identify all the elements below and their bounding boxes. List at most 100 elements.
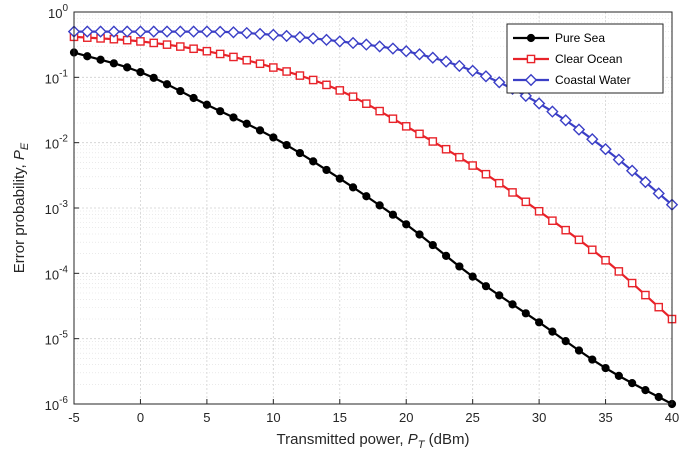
data-point-pure-sea — [601, 363, 610, 373]
data-point-pure-sea — [535, 318, 544, 327]
data-point-coastal-water — [174, 25, 187, 38]
data-point-coastal-water — [559, 114, 572, 127]
y-tick-base: 10 — [45, 137, 59, 152]
data-point-coastal-water — [479, 70, 493, 83]
data-point-coastal-water — [453, 59, 466, 73]
data-point-pure-sea — [628, 379, 637, 388]
data-point-clear-ocean — [189, 44, 198, 54]
data-point-pure-sea — [415, 230, 424, 239]
y-tick-exponent: -6 — [59, 395, 68, 406]
data-point-coastal-water — [267, 28, 280, 42]
data-point-clear-ocean — [521, 197, 531, 207]
x-tick-label: 5 — [203, 410, 210, 425]
data-point-pure-sea — [495, 291, 504, 300]
y-tick-base: 10 — [45, 202, 59, 217]
y-tick-base: 10 — [48, 6, 62, 21]
data-point-clear-ocean — [561, 225, 570, 235]
y-tick-label: 10-1 — [45, 68, 69, 86]
data-point-pure-sea — [255, 126, 265, 135]
series-line-pure-sea — [73, 51, 673, 405]
data-point-pure-sea — [282, 140, 291, 150]
x-tick-label: 0 — [137, 410, 144, 425]
y-tick-base: 10 — [45, 398, 59, 413]
data-point-clear-ocean — [388, 114, 398, 124]
data-point-coastal-water — [625, 164, 639, 177]
data-point-clear-ocean — [415, 129, 424, 139]
data-point-pure-sea — [455, 262, 464, 271]
data-point-clear-ocean — [348, 92, 358, 101]
x-axis-label-subscript: T — [418, 439, 426, 451]
data-point-clear-ocean — [295, 71, 305, 80]
data-point-coastal-water — [386, 42, 400, 55]
data-point-pure-sea — [388, 210, 398, 219]
data-point-clear-ocean — [455, 152, 464, 162]
y-axis-label: Error probability, PE — [11, 142, 31, 273]
legend-label-clear-ocean: Clear Ocean — [555, 52, 622, 66]
y-tick-exponent: -3 — [59, 199, 68, 210]
data-point-coastal-water — [160, 25, 174, 38]
data-point-pure-sea — [441, 251, 451, 260]
data-point-pure-sea — [588, 355, 597, 364]
y-axis-label-subscript: E — [19, 142, 31, 150]
data-point-coastal-water — [307, 32, 320, 45]
data-point-pure-sea — [481, 282, 491, 291]
data-point-pure-sea — [309, 157, 318, 166]
data-point-pure-sea — [242, 119, 251, 128]
data-point-pure-sea — [109, 59, 118, 68]
legend-marker-clear-ocean — [526, 54, 536, 64]
data-point-clear-ocean — [176, 42, 185, 51]
data-point-clear-ocean — [428, 137, 438, 146]
data-point-clear-ocean — [322, 80, 331, 90]
data-point-pure-sea — [83, 52, 92, 61]
data-point-pure-sea — [428, 240, 437, 250]
legend: Pure Sea Clear Ocean Coastal Water — [506, 23, 664, 94]
data-point-clear-ocean — [587, 245, 597, 255]
data-point-pure-sea — [295, 148, 305, 158]
data-point-pure-sea — [322, 165, 331, 175]
data-point-pure-sea — [614, 371, 623, 380]
y-tick-exponent: -2 — [59, 134, 68, 145]
data-point-coastal-water — [426, 51, 439, 64]
data-point-coastal-water — [200, 25, 214, 38]
y-tick-exponent: -4 — [59, 264, 68, 275]
x-tick-label: 40 — [665, 410, 679, 425]
data-point-coastal-water — [400, 45, 413, 58]
data-point-pure-sea — [375, 201, 384, 210]
y-tick-label: 100 — [48, 3, 68, 21]
series-coastal-water — [67, 25, 679, 211]
y-axis-label-symbol: P — [11, 150, 28, 160]
data-point-coastal-water — [280, 29, 293, 43]
data-point-coastal-water — [413, 48, 426, 61]
data-point-pure-sea — [508, 300, 517, 309]
data-point-clear-ocean — [654, 302, 664, 312]
data-point-clear-ocean — [362, 99, 371, 108]
y-tick-label: 10-2 — [45, 134, 69, 152]
data-point-coastal-water — [586, 133, 599, 146]
data-point-clear-ocean — [136, 37, 145, 46]
y-tick-label: 10-6 — [45, 395, 69, 413]
data-point-clear-ocean — [215, 49, 225, 59]
data-point-coastal-water — [134, 25, 147, 38]
data-point-clear-ocean — [375, 106, 384, 116]
data-point-clear-ocean — [548, 216, 557, 226]
data-point-pure-sea — [229, 113, 238, 122]
data-point-coastal-water — [333, 35, 346, 48]
data-point-clear-ocean — [534, 206, 544, 216]
data-point-pure-sea — [269, 133, 278, 142]
data-point-clear-ocean — [282, 67, 291, 76]
legend-label-pure-sea: Pure Sea — [555, 31, 605, 45]
data-point-pure-sea — [468, 272, 477, 281]
data-point-clear-ocean — [335, 86, 345, 95]
legend-entries: Pure Sea Clear Ocean Coastal Water — [513, 31, 631, 87]
data-point-coastal-water — [81, 25, 94, 38]
data-point-coastal-water — [532, 97, 546, 110]
x-tick-label: 25 — [465, 410, 479, 425]
data-point-coastal-water — [519, 89, 533, 103]
data-point-pure-sea — [96, 55, 105, 64]
series-line-coastal-water — [74, 30, 673, 206]
data-point-pure-sea — [123, 63, 132, 72]
data-point-clear-ocean — [255, 59, 265, 69]
data-point-coastal-water — [120, 25, 134, 38]
